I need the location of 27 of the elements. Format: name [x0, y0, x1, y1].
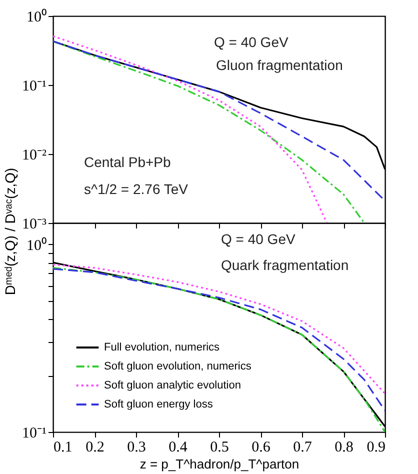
- x-tick-label: 0.9: [366, 440, 386, 456]
- legend-label: Full evolution, numerics: [104, 342, 220, 354]
- annotation: Cental Pb+Pb: [84, 154, 171, 170]
- x-tick-label: 0.2: [86, 440, 104, 456]
- legend-label: Soft gluon energy loss: [104, 398, 214, 410]
- y-tick-label: 10⁻³: [22, 216, 47, 232]
- annotation: s^1/2 = 2.76 TeV: [84, 181, 189, 197]
- x-tick-label: 0.5: [210, 440, 229, 456]
- x-tick-label: 0.4: [168, 440, 188, 456]
- y-axis-title: Dᵐᵉᵈ(z,Q) / Dᵛᵃᶜ(z,Q): [2, 168, 18, 296]
- y-tick-label: 10⁻¹: [22, 426, 46, 442]
- x-tick-label: 0.1: [54, 440, 72, 456]
- y-tick-label: 10⁻¹: [22, 78, 46, 94]
- annotation: Q = 40 GeV: [214, 34, 289, 50]
- y-tick-label: 10⁰: [26, 8, 46, 26]
- legend-label: Soft gluon analytic evolution: [104, 380, 241, 392]
- annotation: Q = 40 GeV: [221, 231, 296, 247]
- x-tick-label: 0.8: [334, 440, 354, 456]
- x-tick-label: 0.3: [127, 440, 146, 456]
- annotation: Quark fragmentation: [221, 257, 349, 273]
- legend-label: Soft gluon evolution, numerics: [104, 360, 252, 372]
- y-tick-label: 10⁰: [26, 236, 46, 254]
- x-tick-label: 0.7: [293, 440, 312, 456]
- x-axis-title: z = p_T^hadron/p_T^parton: [140, 456, 300, 472]
- x-tick-label: 0.6: [252, 440, 271, 456]
- y-tick-label: 10⁻²: [22, 148, 47, 164]
- annotation: Gluon fragmentation: [216, 57, 343, 73]
